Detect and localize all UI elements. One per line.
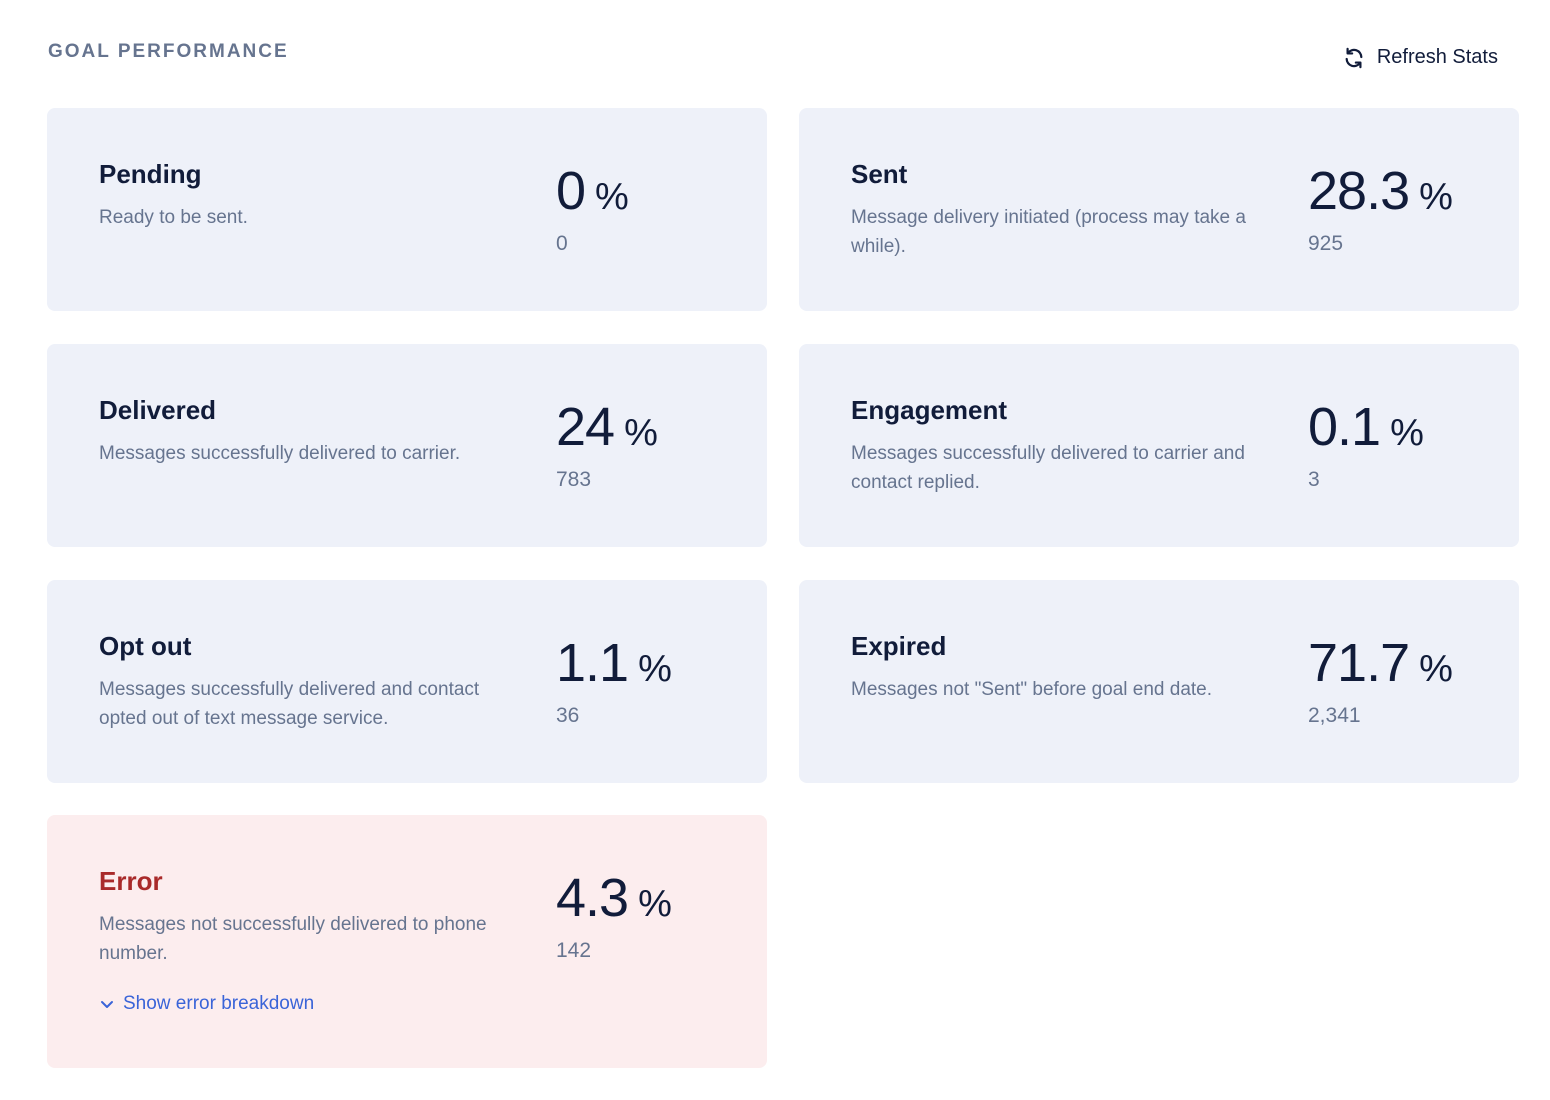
percent-sign: % — [638, 883, 672, 925]
card-description: Messages successfully delivered to carri… — [851, 443, 1245, 493]
card-title: Sent — [851, 159, 908, 189]
percent-value: 1.1 — [556, 633, 629, 693]
refresh-stats-label: Refresh Stats — [1376, 46, 1498, 68]
card-description: Messages not "Sent" before goal end date… — [851, 679, 1213, 700]
card-description: Ready to be sent. — [99, 207, 248, 228]
section-title: GOAL PERFORMANCE — [48, 41, 289, 62]
card-description: Messages not successfully delivered to p… — [99, 914, 487, 964]
stat-card-sent: Sent Message delivery initiated (process… — [799, 108, 1519, 311]
percent-value: 71.7 — [1308, 633, 1410, 693]
percent-sign: % — [1390, 412, 1424, 454]
count-value: 783 — [556, 468, 592, 491]
percent-stat: 24 % — [556, 396, 658, 458]
card-title: Opt out — [99, 631, 192, 661]
percent-stat: 1.1 % — [556, 632, 672, 694]
show-error-breakdown-link[interactable]: Show error breakdown — [99, 993, 314, 1015]
stat-card-delivered: Delivered Messages successfully delivere… — [47, 344, 767, 547]
count-value: 142 — [556, 939, 592, 962]
percent-value: 24 — [556, 397, 615, 457]
percent-sign: % — [595, 176, 629, 218]
refresh-stats-button[interactable]: Refresh Stats — [1343, 46, 1498, 69]
card-title: Expired — [851, 631, 947, 661]
stat-card-error: Error Messages not successfully delivere… — [47, 815, 767, 1068]
percent-stat: 0.1 % — [1308, 396, 1424, 458]
stat-card-pending: Pending Ready to be sent. 0 % 0 — [47, 108, 767, 311]
percent-value: 0 — [556, 161, 586, 221]
percent-value: 0.1 — [1308, 397, 1381, 457]
refresh-icon — [1345, 47, 1363, 68]
card-title: Pending — [99, 159, 202, 189]
card-description: Message delivery initiated (process may … — [851, 207, 1246, 257]
percent-sign: % — [624, 412, 658, 454]
percent-sign: % — [1419, 648, 1453, 690]
count-value: 36 — [556, 704, 580, 727]
percent-value: 4.3 — [556, 868, 629, 928]
percent-sign: % — [1419, 176, 1453, 218]
stat-card-opt-out: Opt out Messages successfully delivered … — [47, 580, 767, 783]
percent-stat: 4.3 % — [556, 867, 672, 929]
count-value: 0 — [556, 232, 568, 255]
card-description: Messages successfully delivered and cont… — [99, 679, 480, 729]
count-value: 925 — [1308, 232, 1344, 255]
chevron-down-icon — [101, 1001, 113, 1008]
show-error-breakdown-label: Show error breakdown — [123, 993, 315, 1014]
count-value: 3 — [1308, 468, 1320, 491]
stat-card-engagement: Engagement Messages successfully deliver… — [799, 344, 1519, 547]
card-title: Error — [99, 866, 163, 896]
card-title: Delivered — [99, 395, 217, 425]
count-value: 2,341 — [1308, 704, 1361, 727]
card-title: Engagement — [851, 395, 1008, 425]
percent-sign: % — [638, 648, 672, 690]
percent-stat: 0 % — [556, 160, 629, 222]
percent-value: 28.3 — [1308, 161, 1410, 221]
stat-card-expired: Expired Messages not "Sent" before goal … — [799, 580, 1519, 783]
percent-stat: 28.3 % — [1308, 160, 1453, 222]
card-description: Messages successfully delivered to carri… — [99, 443, 461, 464]
percent-stat: 71.7 % — [1308, 632, 1453, 694]
